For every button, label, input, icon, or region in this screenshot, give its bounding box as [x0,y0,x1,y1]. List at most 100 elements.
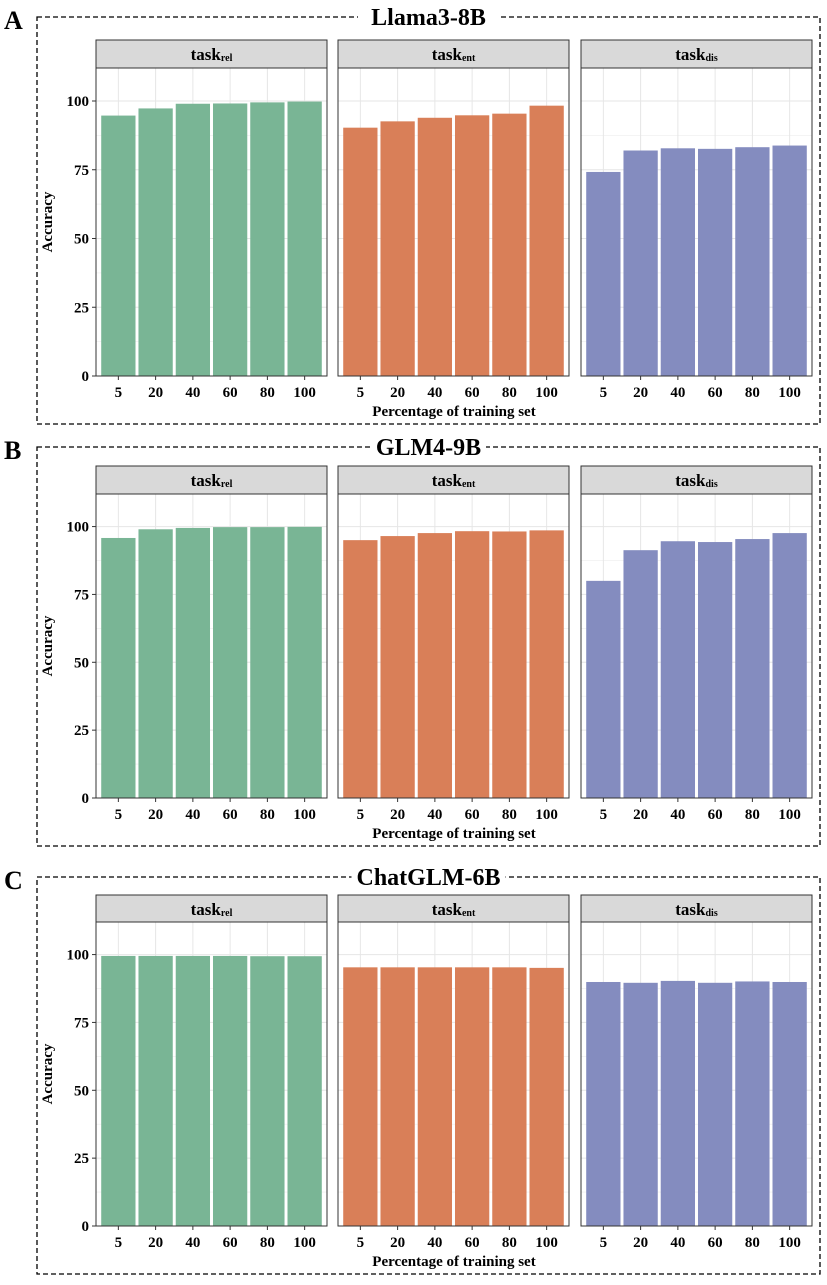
panel-title: Llama3-8B [371,5,486,31]
facet-label-sub: dis [706,908,718,919]
bar-task-ent-60 [454,967,490,1226]
facet-strip [95,465,328,495]
x-tick-label: 100 [293,1235,316,1251]
x-tick-label: 20 [148,807,163,823]
x-tick-label: 20 [633,807,648,823]
facet-strip [580,465,813,495]
x-tick-label: 20 [390,385,405,401]
title-backdrop [351,863,506,891]
x-tick-label: 100 [778,1235,801,1251]
x-tick-label: 80 [502,807,517,823]
facet-task-ent: taskent 5 20 40 60 80 100 [337,465,570,823]
x-tick-label: 100 [535,385,558,401]
x-tick-label: 100 [778,807,801,823]
facet-task-rel: taskrel 5 20 40 60 80 100 [95,39,328,401]
x-tick-label: 5 [115,385,123,401]
bar-task-dis-5 [586,171,621,376]
facet-task-dis: taskdis 5 20 40 60 80 100 [580,465,813,823]
bar-task-ent-100 [529,105,564,377]
bar-task-rel-5 [101,115,136,376]
panel-letter: C [4,866,23,895]
facet-strip-label: taskrel [191,471,233,490]
x-tick-label: 5 [115,1235,123,1251]
plot-border [337,67,570,377]
facet-label-main: task [675,900,706,919]
bar-task-rel-40 [175,955,211,1226]
x-tick-label: 80 [502,385,517,401]
bar-task-rel-100 [287,526,322,798]
x-tick-label: 20 [390,807,405,823]
bar-task-dis-100 [772,533,807,798]
bar-task-ent-100 [529,530,564,798]
facet-task-rel: taskrel 5 20 40 60 80 100 [95,465,328,823]
x-axis-label: Percentage of training set [372,404,535,420]
plot-border [337,921,570,1227]
bar-task-rel-40 [175,527,211,798]
bar-task-ent-60 [454,531,490,798]
y-tick-label: 50 [74,1083,89,1099]
y-tick-label: 0 [82,369,90,385]
bar-task-dis-40 [660,980,696,1226]
panel-title: ChatGLM-6B [357,865,501,891]
facet-label-main: task [675,471,706,490]
facet-strip-label: taskrel [191,45,233,64]
x-tick-label: 20 [390,1235,405,1251]
plot-border [580,67,813,377]
bar-task-ent-60 [454,115,490,377]
panel-border [36,876,821,1275]
panel-title: GLM4-9B [376,435,481,461]
bar-task-dis-100 [772,981,807,1226]
facet-label-sub: rel [221,479,233,490]
y-tick-label: 50 [74,655,89,671]
facet-label-main: task [191,471,222,490]
x-tick-label: 100 [535,807,558,823]
bar-task-rel-20 [138,108,173,377]
bar-task-rel-80 [250,956,285,1226]
facet-task-ent: taskent 5 20 40 60 80 100 [337,39,570,401]
facet-label-sub: ent [462,53,476,64]
x-tick-label: 20 [633,385,648,401]
bar-task-rel-5 [101,955,136,1226]
x-tick-label: 5 [600,385,608,401]
bar-task-dis-60 [697,542,733,798]
facet-label-main: task [675,45,706,64]
y-tick-label: 100 [67,520,90,536]
facet-strip [95,39,328,69]
bar-task-rel-5 [101,537,136,798]
facet-strip-label: taskdis [675,45,718,64]
plot-border [580,493,813,799]
x-tick-label: 5 [115,807,123,823]
x-tick-label: 80 [745,1235,760,1251]
x-tick-label: 80 [745,385,760,401]
x-tick-label: 80 [260,385,275,401]
bar-task-rel-100 [287,956,322,1226]
plot-border [95,493,328,799]
facet-task-rel: taskrel 5 20 40 60 80 100 [95,894,328,1251]
bar-task-dis-100 [772,145,807,376]
x-tick-label: 40 [185,1235,200,1251]
bar-task-ent-40 [417,967,453,1226]
facet-label-sub: dis [706,479,718,490]
x-tick-label: 40 [185,807,200,823]
facet-strip [580,39,813,69]
y-axis-label: Accuracy [40,615,56,676]
x-tick-label: 40 [670,385,685,401]
plot-border [337,493,570,799]
x-axis-label: Percentage of training set [372,826,535,842]
bar-task-dis-5 [586,580,621,798]
panel-border [36,16,821,425]
x-axis-label: Percentage of training set [372,1254,535,1270]
bar-task-dis-40 [660,148,696,376]
facet-task-ent: taskent 5 20 40 60 80 100 [337,894,570,1251]
y-tick-label: 50 [74,232,89,248]
x-tick-label: 5 [357,1235,365,1251]
x-tick-label: 60 [708,807,723,823]
facet-strip-label: taskdis [675,471,718,490]
facet-strip-label: taskrel [191,900,233,919]
bar-task-ent-80 [492,967,527,1226]
x-tick-label: 40 [670,807,685,823]
bar-task-dis-20 [623,550,658,798]
